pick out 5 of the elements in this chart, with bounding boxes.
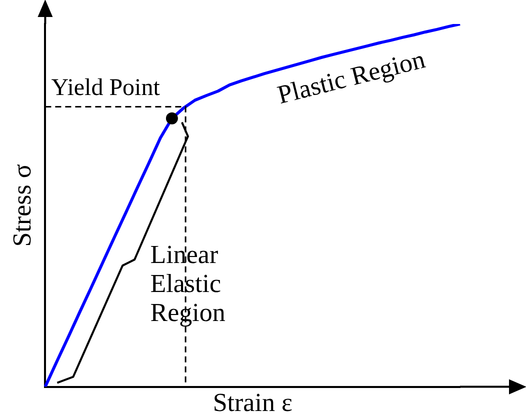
annotation: Plastic Region bbox=[274, 44, 428, 110]
annotation: Linear Elastic Region bbox=[150, 240, 226, 328]
x-axis-title: Strain ε bbox=[212, 388, 292, 418]
ref-line-label: Yield Point bbox=[51, 75, 160, 102]
y-axis-title: Stress σ bbox=[7, 164, 36, 247]
